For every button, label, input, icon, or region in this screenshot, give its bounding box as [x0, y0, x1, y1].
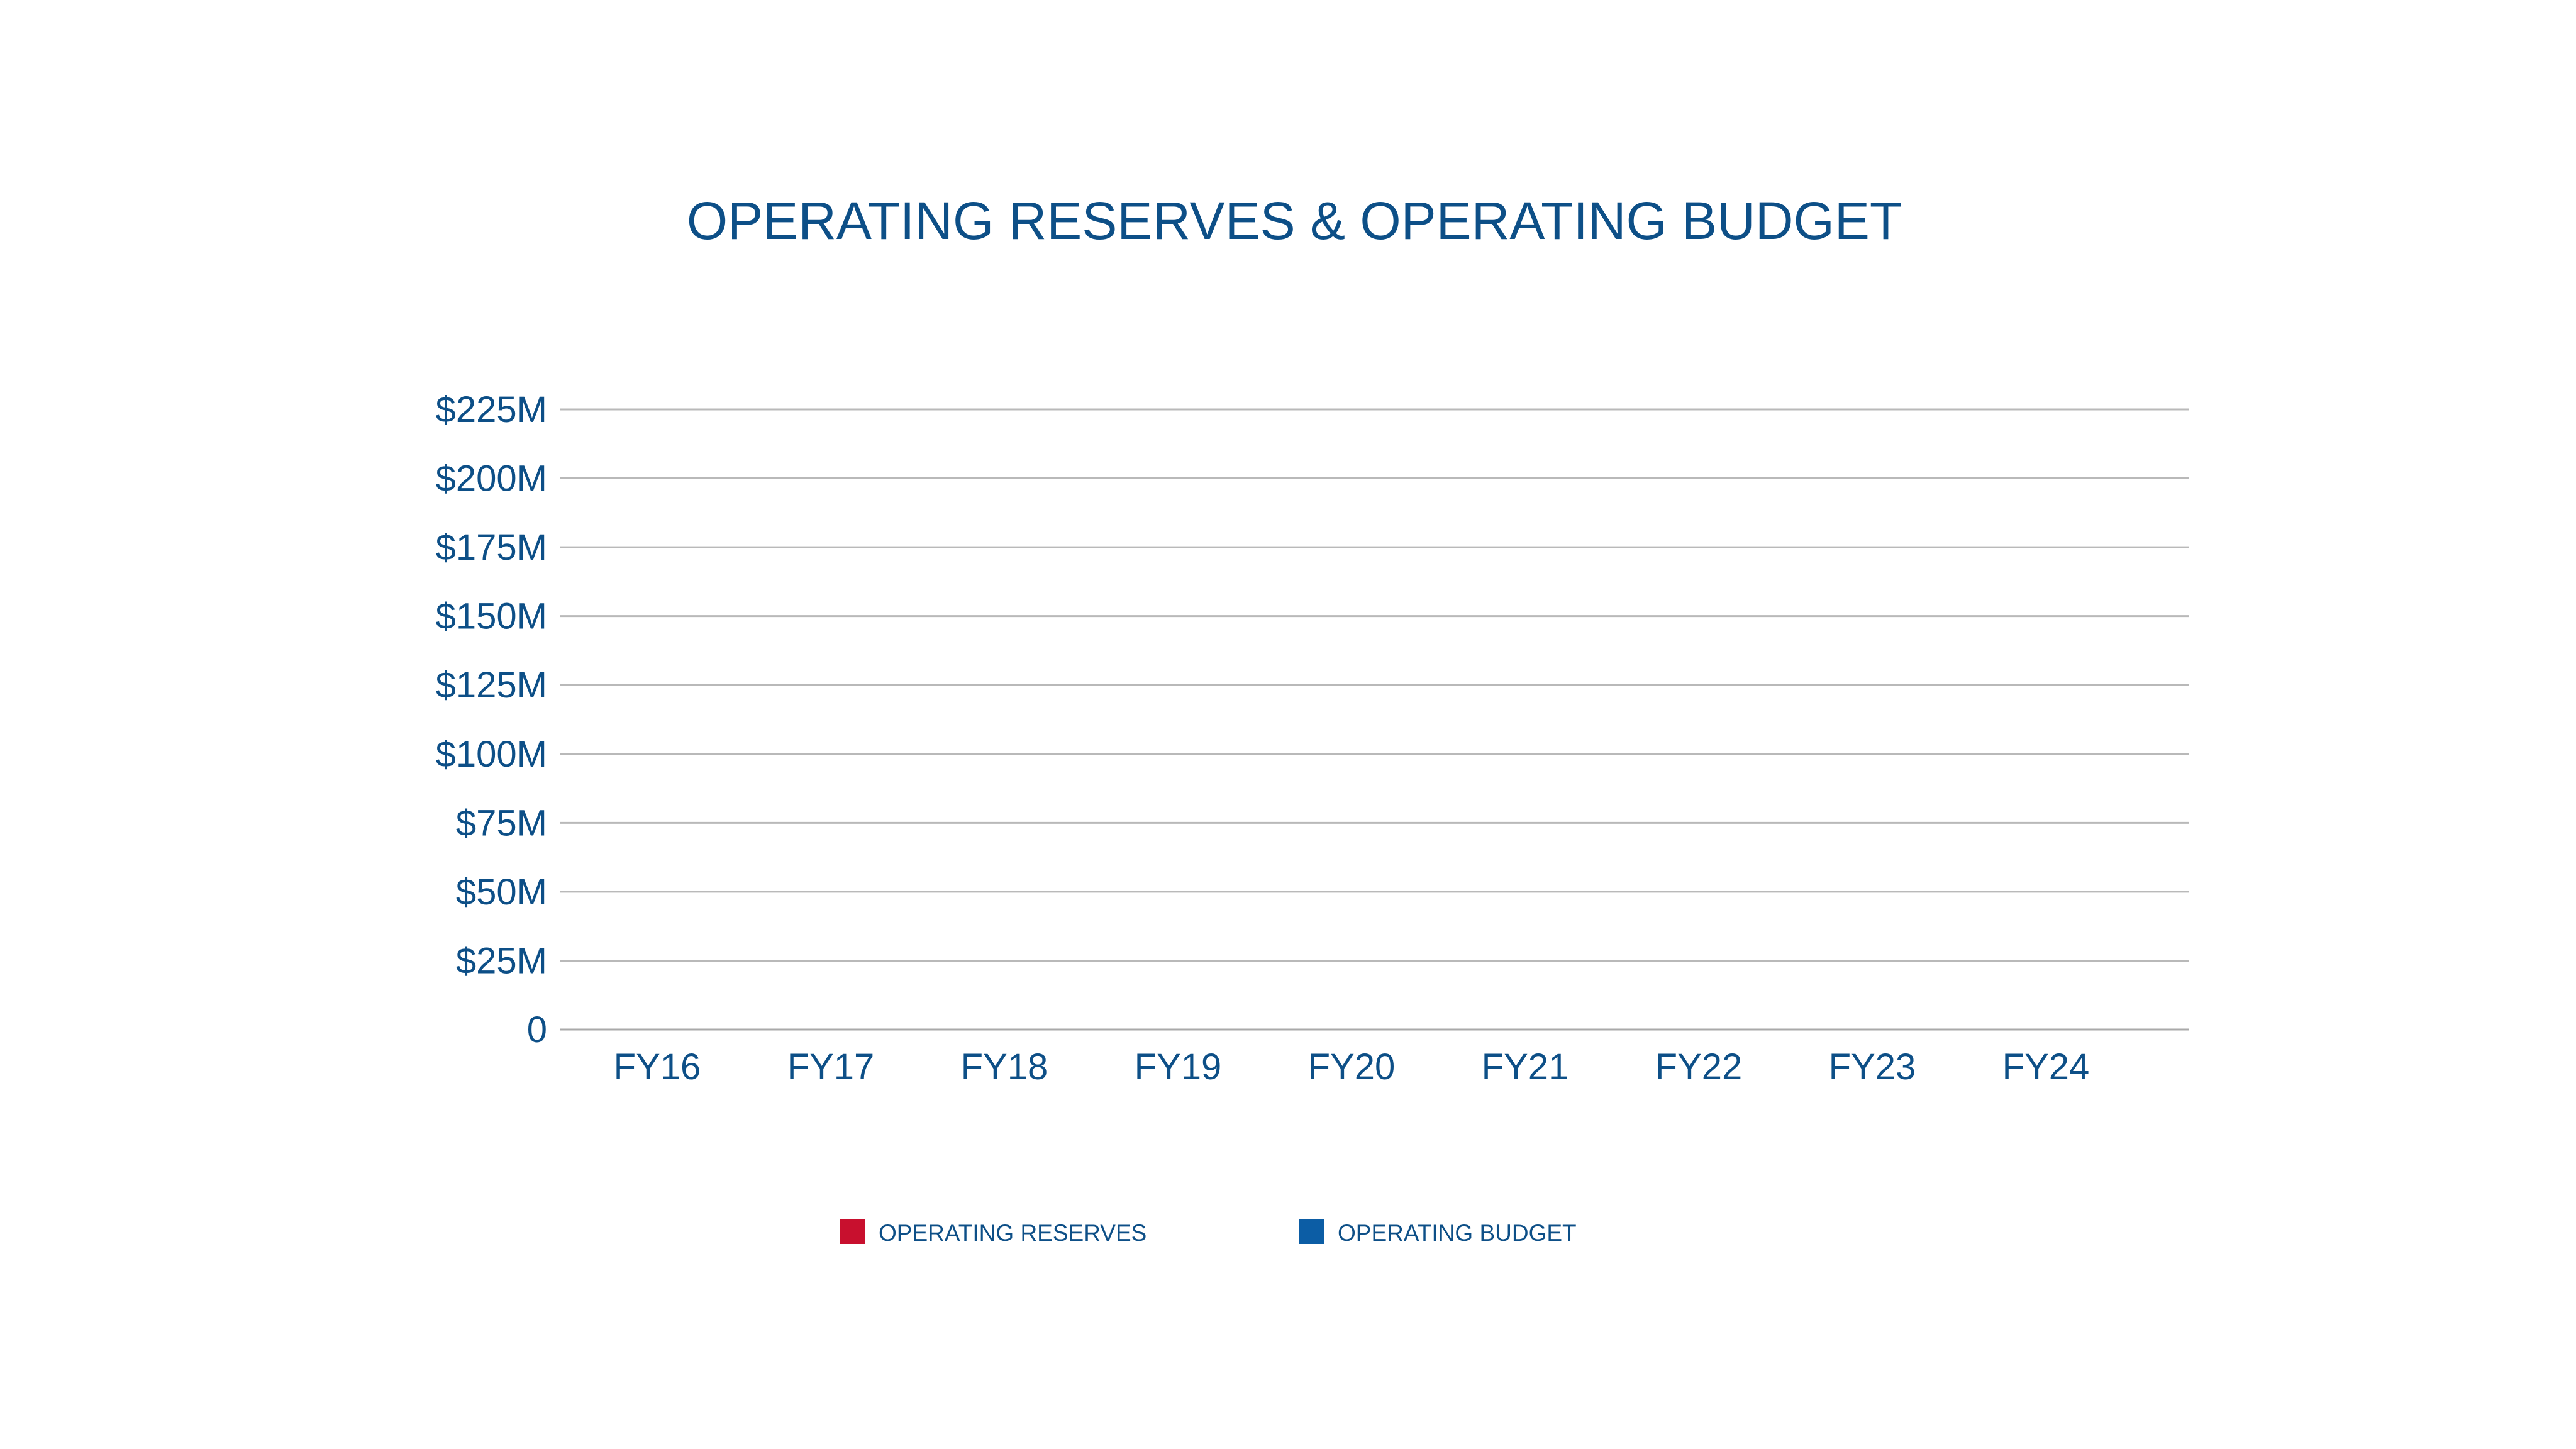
legend-label: OPERATING RESERVES: [879, 1220, 1146, 1246]
legend-swatch: [840, 1219, 865, 1244]
x-tick-label: FY21: [1482, 1046, 1569, 1087]
x-tick-label: FY19: [1135, 1046, 1222, 1087]
x-tick-label: FY23: [1829, 1046, 1916, 1087]
y-tick-label: $100M: [436, 734, 547, 775]
x-tick-label: FY22: [1655, 1046, 1743, 1087]
x-tick-label: FY16: [614, 1046, 701, 1087]
x-tick-label: FY24: [2002, 1046, 2090, 1087]
legend-swatch: [1299, 1219, 1324, 1244]
legend-label: OPERATING BUDGET: [1338, 1220, 1577, 1246]
legend: OPERATING RESERVES OPERATING BUDGET: [840, 1219, 1577, 1246]
y-tick-label: $25M: [456, 940, 547, 981]
x-tick-label: FY18: [961, 1046, 1048, 1087]
y-tick-label: $225M: [436, 389, 547, 430]
x-tick-label: FY17: [787, 1046, 875, 1087]
y-tick-label: 0: [527, 1009, 547, 1050]
y-tick-label: $125M: [436, 665, 547, 706]
grid: [560, 408, 2189, 1031]
x-tick-label: FY20: [1308, 1046, 1396, 1087]
y-tick-label: $75M: [456, 802, 547, 843]
x-axis-tick-labels: FY16 FY17 FY18 FY19 FY20 FY21 FY22 FY23 FY24: [614, 1046, 2090, 1087]
y-tick-label: $150M: [436, 596, 547, 637]
y-tick-label: $175M: [436, 527, 547, 568]
y-axis-tick-labels: 0 $25M $50M $75M $100M $125M $150M $175M $200M $2…: [436, 389, 547, 1050]
chart-title: OPERATING RESERVES & OPERATING BUDGET: [687, 191, 1902, 250]
y-tick-label: $200M: [436, 458, 547, 499]
y-tick-label: $50M: [456, 872, 547, 913]
